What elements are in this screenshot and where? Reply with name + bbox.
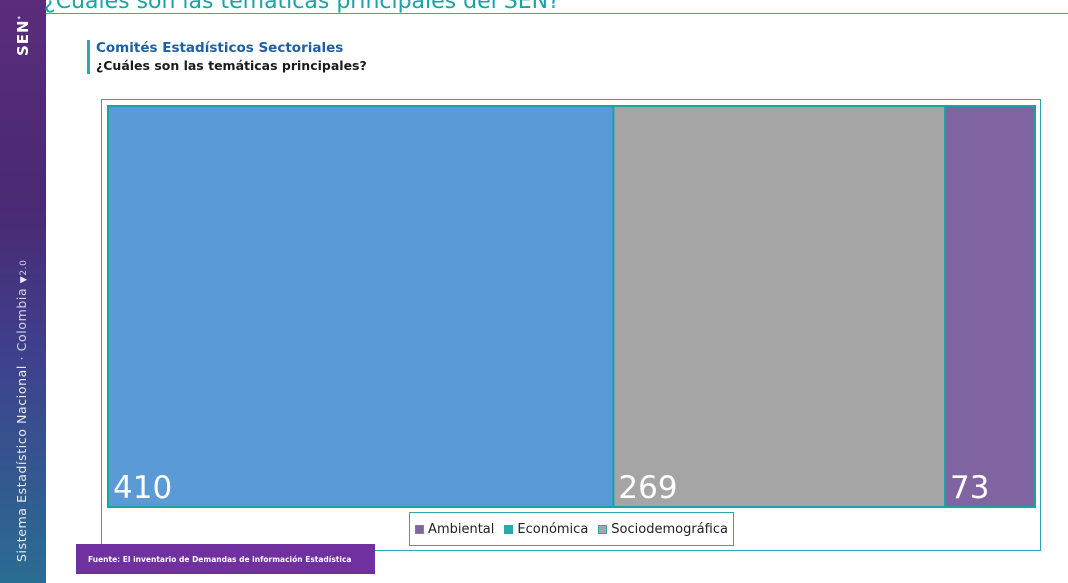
- legend-label: Económica: [517, 521, 589, 537]
- section-heading: Comités Estadísticos Sectoriales ¿Cuáles…: [87, 40, 367, 74]
- treemap-value-ambiental: 73: [950, 470, 989, 506]
- heading-divider: [46, 13, 1068, 14]
- chart-legend: Ambiental Económica Sociodemográfica: [409, 512, 734, 546]
- legend-item-ambiental: Ambiental: [415, 522, 494, 537]
- legend-swatch: [504, 524, 514, 534]
- vertical-caption: Sistema Estadístico Nacional · Colombia …: [14, 259, 29, 562]
- treemap-tile-económica: [107, 105, 615, 508]
- legend-item-económica: Económica: [504, 522, 588, 537]
- sidebar-brand-strip: SEN* Sistema Estadístico Nacional · Colo…: [0, 0, 46, 583]
- treemap-value-económica: 410: [113, 470, 172, 506]
- legend-swatch: [598, 524, 608, 534]
- sen-logo: SEN*: [14, 15, 32, 56]
- legend-label: Ambiental: [428, 521, 495, 537]
- treemap-tile-sociodemográfica: [612, 105, 947, 508]
- page-heading-cropped: ¿Cuáles son las temáticas principales de…: [44, 0, 560, 14]
- treemap-chart: 410 269 73: [107, 105, 1036, 508]
- legend-item-sociodemográfica: Sociodemográfica: [598, 522, 728, 537]
- legend-label: Sociodemográfica: [611, 521, 728, 537]
- source-note: Fuente: El inventario de Demandas de inf…: [76, 544, 375, 574]
- section-subtitle: ¿Cuáles son las temáticas principales?: [96, 58, 367, 73]
- section-title: Comités Estadísticos Sectoriales: [96, 40, 344, 56]
- chart-frame: [101, 99, 1041, 551]
- treemap-value-sociodemográfica: 269: [618, 470, 677, 506]
- treemap-tile-ambiental: [944, 105, 1036, 508]
- legend-swatch: [415, 524, 425, 534]
